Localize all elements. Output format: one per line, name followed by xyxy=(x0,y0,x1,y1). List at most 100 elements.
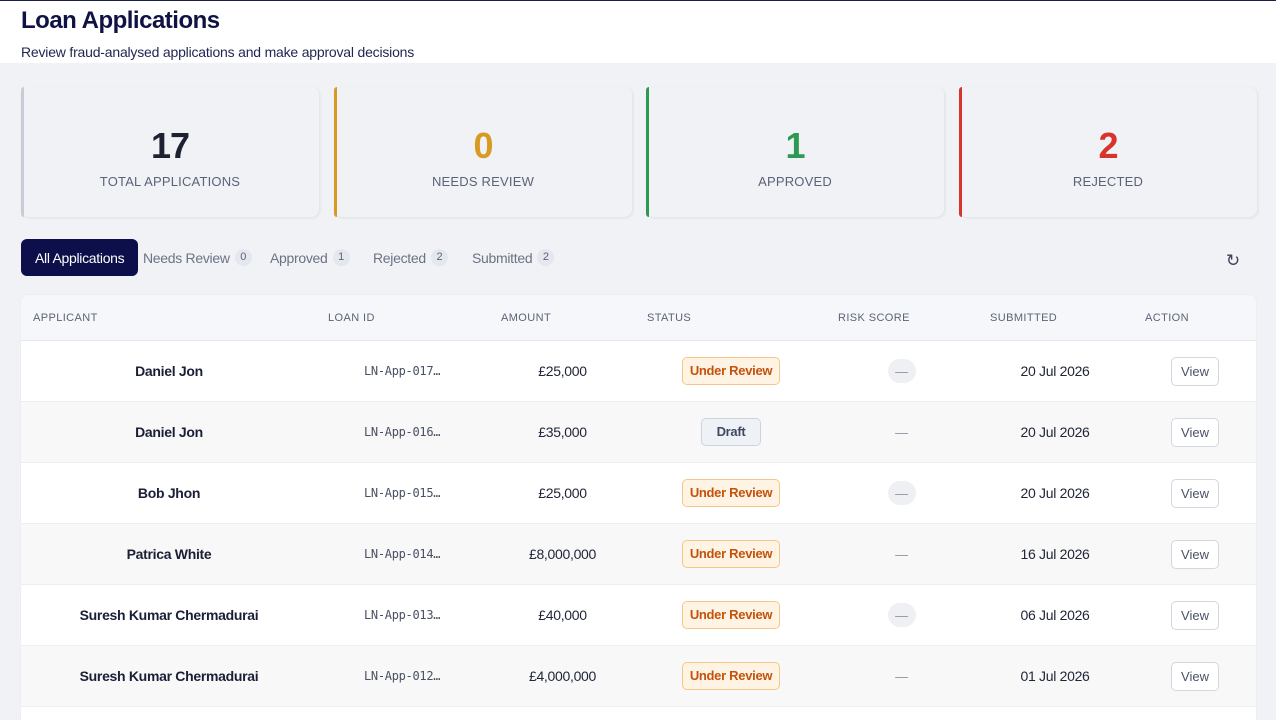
action-cell: View xyxy=(1171,524,1219,584)
table-row: Daniel Jon LN-App-016… £35,000 Draft — 2… xyxy=(21,402,1256,463)
tab-submitted[interactable]: Submitted 2 xyxy=(472,239,555,276)
table-row: Bob Jhon LN-App-015… £25,000 Under Revie… xyxy=(21,463,1256,524)
tab-needs-review[interactable]: Needs Review 0 xyxy=(143,239,252,276)
risk-score-cell: — xyxy=(881,463,922,523)
submitted-date: 16 Jul 2026 xyxy=(1020,546,1090,562)
column-header-status: STATUS xyxy=(647,312,692,324)
status-badge: Under Review xyxy=(681,601,781,629)
stats-row: 17 TOTAL APPLICATIONS 0 NEEDS REVIEW 1 A… xyxy=(21,87,1259,217)
table-row: Daniel Jon LN-App-017… £25,000 Under Rev… xyxy=(21,341,1256,402)
loan-id: LN-App-014… xyxy=(364,547,441,561)
tab-label: Submitted xyxy=(472,249,533,266)
right-edge xyxy=(1276,0,1280,720)
applicant-name: Suresh Kumar Chermadurai xyxy=(79,607,259,623)
loan-amount: £40,000 xyxy=(538,607,587,623)
stat-accent-bar xyxy=(334,87,337,217)
stat-card-rejected: 2 REJECTED xyxy=(959,87,1257,217)
applicant-name: Daniel Jon xyxy=(135,363,203,379)
view-button[interactable]: View xyxy=(1171,356,1219,386)
status-cell: Under Review xyxy=(651,463,811,523)
view-button[interactable]: View xyxy=(1171,539,1219,569)
risk-score-pill: — xyxy=(895,424,908,440)
page-title: Loan Applications xyxy=(21,7,220,34)
action-cell: View xyxy=(1171,402,1219,462)
column-header-loan-id: LOAN ID xyxy=(328,312,375,324)
applicant-name: Daniel Jon xyxy=(135,424,203,440)
applicant-name: Patrica White xyxy=(126,546,212,562)
risk-score-pill: — xyxy=(887,603,916,627)
risk-score-pill: — xyxy=(895,546,908,562)
table-row: Patrica White LN-App-014… £8,000,000 Und… xyxy=(21,524,1256,585)
page-subtitle: Review fraud-analysed applications and m… xyxy=(21,44,415,60)
stat-accent-bar xyxy=(959,87,962,217)
loan-id: LN-App-012… xyxy=(364,669,441,683)
stat-accent-bar xyxy=(646,87,649,217)
tab-label: Rejected xyxy=(373,249,426,266)
action-cell: View xyxy=(1171,585,1219,645)
status-cell: Under Review xyxy=(651,341,811,401)
loan-amount: £25,000 xyxy=(538,363,587,379)
stat-card-approved: 1 APPROVED xyxy=(646,87,944,217)
table-header: APPLICANT LOAN ID AMOUNT STATUS RISK SCO… xyxy=(21,295,1256,341)
loan-amount: £4,000,000 xyxy=(528,668,597,684)
status-badge: Under Review xyxy=(681,479,781,507)
tab-count-badge: 2 xyxy=(430,249,448,266)
stat-card-total: 17 TOTAL APPLICATIONS xyxy=(21,87,319,217)
table-row: Suresh Kumar Chermadurai LN-App-012… £4,… xyxy=(21,646,1256,707)
risk-score-cell: — xyxy=(881,524,922,584)
applicant-name: Suresh Kumar Chermadurai xyxy=(79,668,259,684)
stat-label-approved: APPROVED xyxy=(758,174,832,189)
column-header-action: ACTION xyxy=(1145,312,1189,324)
refresh-icon[interactable]: ↻ xyxy=(1225,251,1241,270)
status-badge: Under Review xyxy=(681,357,781,385)
filter-tabs: All Applications Needs Review 0 Approved… xyxy=(21,239,1021,276)
risk-score-pill: — xyxy=(887,359,916,383)
risk-score-cell: — xyxy=(881,402,922,462)
page-header: Loan Applications Review fraud-analysed … xyxy=(0,1,1276,63)
tab-count-badge: 1 xyxy=(332,249,350,266)
stat-value-rejected: 2 xyxy=(1098,125,1118,166)
stat-accent-bar xyxy=(21,87,24,217)
status-badge: Draft xyxy=(700,418,762,446)
tab-label: Needs Review xyxy=(143,249,230,266)
stat-card-needs-review: 0 NEEDS REVIEW xyxy=(334,87,632,217)
applicant-name: Bob Jhon xyxy=(137,485,201,501)
loan-id: LN-App-015… xyxy=(364,486,441,500)
stat-value-needs-review: 0 xyxy=(473,125,493,166)
action-cell: View xyxy=(1171,463,1219,523)
column-header-applicant: APPLICANT xyxy=(33,312,98,324)
column-header-risk-score: RISK SCORE xyxy=(838,312,910,324)
status-badge: Under Review xyxy=(681,662,781,690)
risk-score-cell: — xyxy=(881,341,922,401)
risk-score-cell: — xyxy=(881,646,922,706)
risk-score-pill: — xyxy=(887,481,916,505)
column-header-amount: AMOUNT xyxy=(501,312,552,324)
status-cell: Under Review xyxy=(651,524,811,584)
stat-label-needs-review: NEEDS REVIEW xyxy=(431,174,535,189)
status-cell: Under Review xyxy=(651,646,811,706)
tab-approved[interactable]: Approved 1 xyxy=(270,239,350,276)
loan-id: LN-App-013… xyxy=(364,608,441,622)
view-button[interactable]: View xyxy=(1171,417,1219,447)
stat-label-rejected: REJECTED xyxy=(1072,174,1144,189)
loan-id: LN-App-017… xyxy=(364,364,441,378)
tab-all-applications[interactable]: All Applications xyxy=(21,239,139,276)
loan-id: LN-App-016… xyxy=(364,425,441,439)
submitted-date: 01 Jul 2026 xyxy=(1020,668,1090,684)
view-button[interactable]: View xyxy=(1171,661,1219,691)
status-badge: Under Review xyxy=(681,540,781,568)
view-button[interactable]: View xyxy=(1171,478,1219,508)
loan-amount: £35,000 xyxy=(538,424,587,440)
tab-label: All Applications xyxy=(35,249,125,266)
table-row: Suresh Kumar Chermadurai LN-App-013… £40… xyxy=(21,585,1256,646)
applications-table: APPLICANT LOAN ID AMOUNT STATUS RISK SCO… xyxy=(21,295,1256,720)
submitted-date: 20 Jul 2026 xyxy=(1020,363,1090,379)
action-cell: View xyxy=(1171,646,1219,706)
stat-value-total: 17 xyxy=(150,125,190,166)
column-header-submitted: SUBMITTED xyxy=(990,312,1058,324)
stat-label-total: TOTAL APPLICATIONS xyxy=(99,174,241,189)
loan-amount: £25,000 xyxy=(538,485,587,501)
submitted-date: 20 Jul 2026 xyxy=(1020,485,1090,501)
tab-rejected[interactable]: Rejected 2 xyxy=(373,239,448,276)
view-button[interactable]: View xyxy=(1171,600,1219,630)
